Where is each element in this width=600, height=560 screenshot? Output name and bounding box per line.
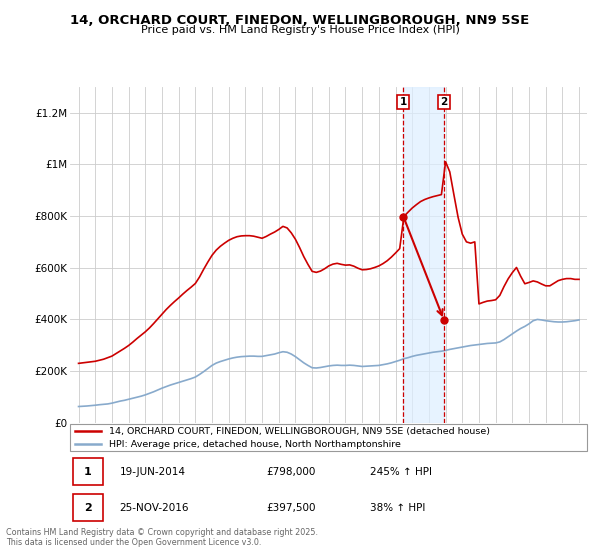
Text: HPI: Average price, detached house, North Northamptonshire: HPI: Average price, detached house, Nort… [109,440,401,449]
Text: £798,000: £798,000 [267,466,316,477]
Text: 25-NOV-2016: 25-NOV-2016 [119,503,189,513]
Text: £397,500: £397,500 [267,503,316,513]
Text: Price paid vs. HM Land Registry's House Price Index (HPI): Price paid vs. HM Land Registry's House … [140,25,460,35]
Text: Contains HM Land Registry data © Crown copyright and database right 2025.
This d: Contains HM Land Registry data © Crown c… [6,528,318,548]
Text: 14, ORCHARD COURT, FINEDON, WELLINGBOROUGH, NN9 5SE: 14, ORCHARD COURT, FINEDON, WELLINGBOROU… [70,14,530,27]
Text: 2: 2 [440,97,448,107]
FancyBboxPatch shape [73,494,103,521]
Text: 38% ↑ HPI: 38% ↑ HPI [370,503,425,513]
Bar [403,87,444,423]
Text: 19-JUN-2014: 19-JUN-2014 [119,466,185,477]
Text: 2: 2 [84,503,92,513]
Text: 1: 1 [84,466,92,477]
Text: 245% ↑ HPI: 245% ↑ HPI [370,466,432,477]
Text: 14, ORCHARD COURT, FINEDON, WELLINGBOROUGH, NN9 5SE (detached house): 14, ORCHARD COURT, FINEDON, WELLINGBOROU… [109,427,490,436]
FancyBboxPatch shape [73,458,103,485]
Text: 1: 1 [400,97,407,107]
FancyBboxPatch shape [70,424,587,451]
